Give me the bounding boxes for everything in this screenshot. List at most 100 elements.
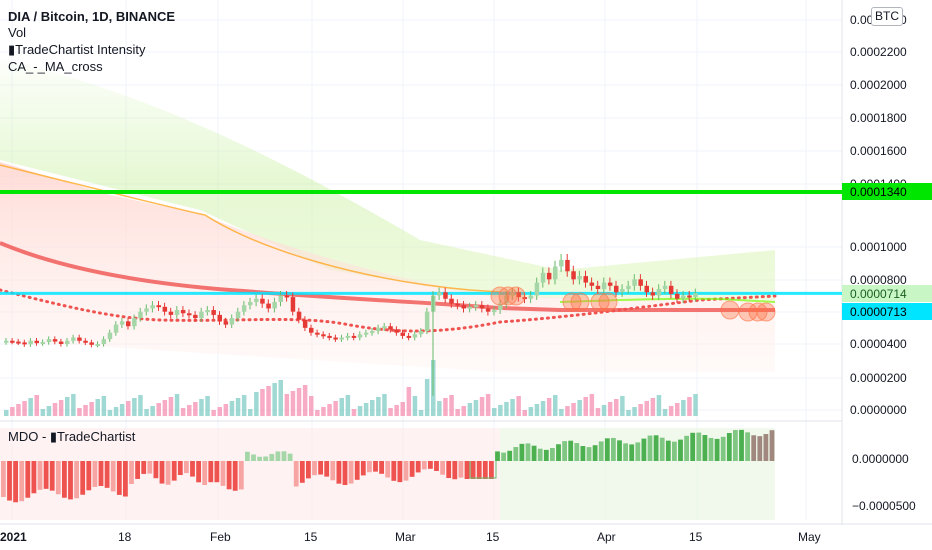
candle-body	[156, 305, 161, 308]
volume-bar	[229, 401, 235, 416]
volume-bar	[241, 395, 247, 416]
mdo-bar	[702, 435, 708, 461]
symbol-title: DIA / Bitcoin, 1D, BINANCE	[8, 9, 176, 24]
candle-body	[394, 329, 399, 333]
mdo-bar	[519, 443, 525, 461]
candle-body	[382, 326, 387, 329]
ma-cross-label[interactable]: CA_-_MA_cross	[8, 59, 103, 74]
mdo-bar	[568, 440, 574, 461]
vol-label[interactable]: Vol	[8, 25, 27, 40]
mdo-bar	[190, 461, 195, 477]
volume-bar	[656, 395, 662, 416]
volume-bar	[437, 401, 442, 416]
volume-bar	[601, 405, 607, 416]
mdo-bar	[360, 461, 366, 476]
volume-bar	[632, 407, 637, 416]
candle-body	[290, 297, 296, 312]
price-axis[interactable]: 0.00024000.00022000.00020000.00018000.00…	[842, 13, 932, 513]
candle-body	[577, 276, 582, 280]
volume-bar	[607, 402, 613, 416]
mdo-bar	[232, 461, 238, 491]
intensity-label[interactable]: ▮TradeChartist Intensity	[8, 42, 146, 57]
mdo-bar	[556, 444, 561, 461]
mdo-bar	[726, 433, 732, 461]
candle-body	[498, 303, 503, 311]
candle-body	[565, 259, 570, 272]
candle-body	[461, 305, 466, 309]
candle-body	[248, 301, 253, 306]
candle-body	[388, 326, 393, 330]
candle-body	[492, 310, 497, 313]
candlesticks	[4, 253, 698, 396]
candle-body	[10, 340, 15, 343]
mdo-bar	[598, 441, 604, 461]
mdo-bar	[312, 461, 317, 476]
cross-marker	[498, 286, 518, 306]
ma-dotted	[0, 288, 777, 333]
volume-bar	[681, 400, 686, 416]
mdo-bar	[714, 438, 720, 461]
mdo-bar	[440, 461, 445, 475]
candle-body	[681, 295, 686, 299]
moving-averages	[0, 164, 777, 333]
ma-slow-orange	[0, 164, 501, 293]
volume-bar	[467, 403, 473, 416]
mdo-bar	[135, 461, 140, 479]
ma-green	[559, 297, 776, 303]
candle-body	[174, 310, 180, 315]
volume-bar	[498, 405, 503, 416]
volume-bar	[34, 395, 39, 416]
cross-markers	[490, 286, 776, 322]
candle-body	[583, 276, 588, 283]
mdo-bar	[757, 436, 763, 461]
candle-body	[607, 282, 613, 286]
mdo-bar	[293, 461, 299, 487]
mdo-label[interactable]: MDO - ▮TradeChartist	[8, 429, 136, 444]
y-tick-label: 0.0000200	[850, 371, 907, 385]
mdo-bar	[647, 435, 653, 461]
mdo-bar	[31, 461, 37, 494]
mdo-tick-label: 0.0000000	[852, 452, 909, 466]
mdo-bar	[202, 461, 208, 485]
volume-bar	[174, 394, 180, 416]
candle-body	[443, 292, 448, 299]
time-axis[interactable]: 2021 18 Feb 15 Mar 15 Apr 15 May	[0, 530, 821, 544]
y-tick-label: 0.0000400	[850, 337, 907, 351]
candle-body	[638, 279, 643, 286]
candle-body	[485, 308, 491, 312]
mdo-bar	[62, 461, 67, 498]
currency-badge[interactable]: BTC	[871, 7, 903, 26]
volume-bar	[406, 387, 412, 416]
candle-body	[22, 342, 27, 345]
mdo-bar	[251, 454, 256, 461]
mdo-bar	[629, 444, 635, 461]
candle-body	[351, 335, 357, 338]
volume-bar	[510, 399, 515, 416]
volume-bar	[205, 396, 210, 416]
volume-bar	[260, 389, 265, 416]
mdo-bar	[324, 461, 330, 477]
mdo-bar	[245, 451, 250, 461]
mdo-bar	[196, 461, 201, 483]
mdo-bar	[281, 451, 287, 461]
volume-bar	[388, 408, 393, 416]
intensity-fill	[0, 60, 775, 372]
mdo-bar	[165, 461, 171, 485]
candle-body	[71, 337, 76, 341]
x-tick-label: 15	[304, 530, 318, 544]
mdo-bar	[1, 461, 6, 497]
volume-bar	[52, 403, 58, 416]
mdo-bar	[665, 440, 671, 461]
mdo-bar	[531, 445, 537, 461]
mdo-bar	[550, 447, 555, 461]
candle-body	[150, 305, 155, 309]
y-tick-label: 0.0002000	[850, 78, 907, 92]
volume-bar	[10, 407, 15, 416]
volume-bar	[546, 398, 552, 416]
mdo-bar	[55, 461, 61, 495]
volume-bar	[150, 406, 155, 416]
volume-bar	[119, 404, 125, 416]
volume-bar	[644, 401, 649, 416]
candle-body	[650, 292, 656, 296]
